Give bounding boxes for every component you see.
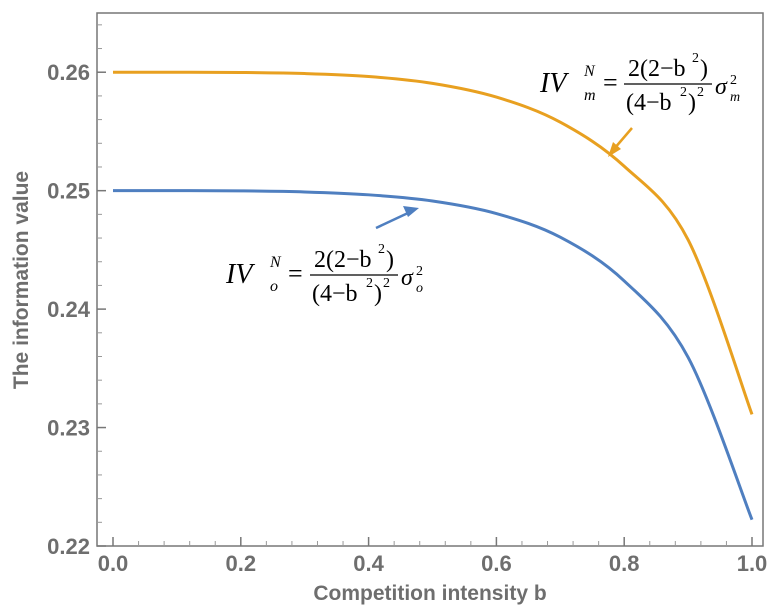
formula-m-numerator: 2(2−b [628, 56, 686, 82]
formula-m-sigma-sub: m [730, 90, 740, 105]
formula-o-numerator: 2(2−b [314, 247, 372, 273]
x-tick-label: 0.2 [226, 551, 257, 576]
y-tick-label: 0.23 [47, 416, 90, 441]
x-axis-title: Competition intensity b [313, 582, 546, 605]
formula-annotation-m: IV m N = 2(2−b 2 ) (4−b 2 ) 2 σ 2 m [539, 51, 740, 116]
formula-o-lhs-sub: o [270, 278, 278, 295]
formula-m-numerator-sup: 2 [692, 51, 699, 66]
y-tick-label: 0.24 [47, 297, 91, 322]
formula-annotation-o: IV o N = 2(2−b 2 ) (4−b 2 ) 2 σ 2 o [225, 242, 423, 307]
formula-o-denominator-sup2: 2 [383, 276, 390, 291]
plot-frame [96, 12, 764, 547]
formula-m-denominator: (4−b [626, 90, 672, 116]
x-tick-label: 0.6 [481, 551, 512, 576]
formula-o-equals: = [288, 259, 303, 288]
x-tick-label: 0.0 [98, 551, 129, 576]
y-tick-label: 0.26 [47, 60, 90, 85]
annotation-arrow-m [608, 127, 633, 157]
y-tick-label: 0.22 [47, 534, 90, 559]
formula-o-numerator-close: ) [386, 247, 394, 273]
formula-o-denominator-close: ) [374, 281, 382, 307]
formula-m-equals: = [603, 68, 618, 97]
y-tick-label: 0.25 [47, 179, 90, 204]
x-tick-label: 1.0 [737, 551, 768, 576]
x-axis: 0.0 0.2 0.4 0.6 0.8 1.0 [98, 537, 768, 576]
formula-o-sigma-sub: o [416, 281, 423, 296]
y-axis-title: The information value [10, 171, 33, 389]
series-layer [112, 70, 754, 521]
formula-m-sigma-sup: 2 [730, 73, 737, 88]
formula-m-denominator-close: ) [688, 90, 696, 116]
annotation-arrow-o [375, 206, 419, 230]
formula-m-denominator-sup: 2 [680, 85, 687, 100]
x-tick-label: 0.8 [609, 551, 640, 576]
formula-m-sigma: σ [715, 74, 728, 100]
formula-o-lhs: IV [225, 259, 255, 290]
formula-m-lhs: IV [539, 68, 569, 99]
formula-o-sigma-sup: 2 [416, 264, 423, 279]
formula-m-numerator-close: ) [700, 56, 708, 82]
x-tick-label: 0.4 [353, 551, 384, 576]
formula-o-denominator: (4−b [312, 281, 358, 307]
series-line-1 [112, 189, 754, 521]
formula-m-denominator-sup2: 2 [697, 85, 704, 100]
formula-o-denominator-sup: 2 [366, 276, 373, 291]
series-line-0 [112, 70, 754, 415]
y-axis: 0.22 0.23 0.24 0.25 0.26 [47, 24, 106, 559]
formula-m-lhs-sup: N [583, 63, 596, 80]
formula-m-lhs-sub: m [584, 87, 596, 104]
formula-o-lhs-sup: N [269, 254, 282, 271]
formula-o-numerator-sup: 2 [378, 242, 385, 257]
formula-o-sigma: σ [401, 265, 414, 291]
